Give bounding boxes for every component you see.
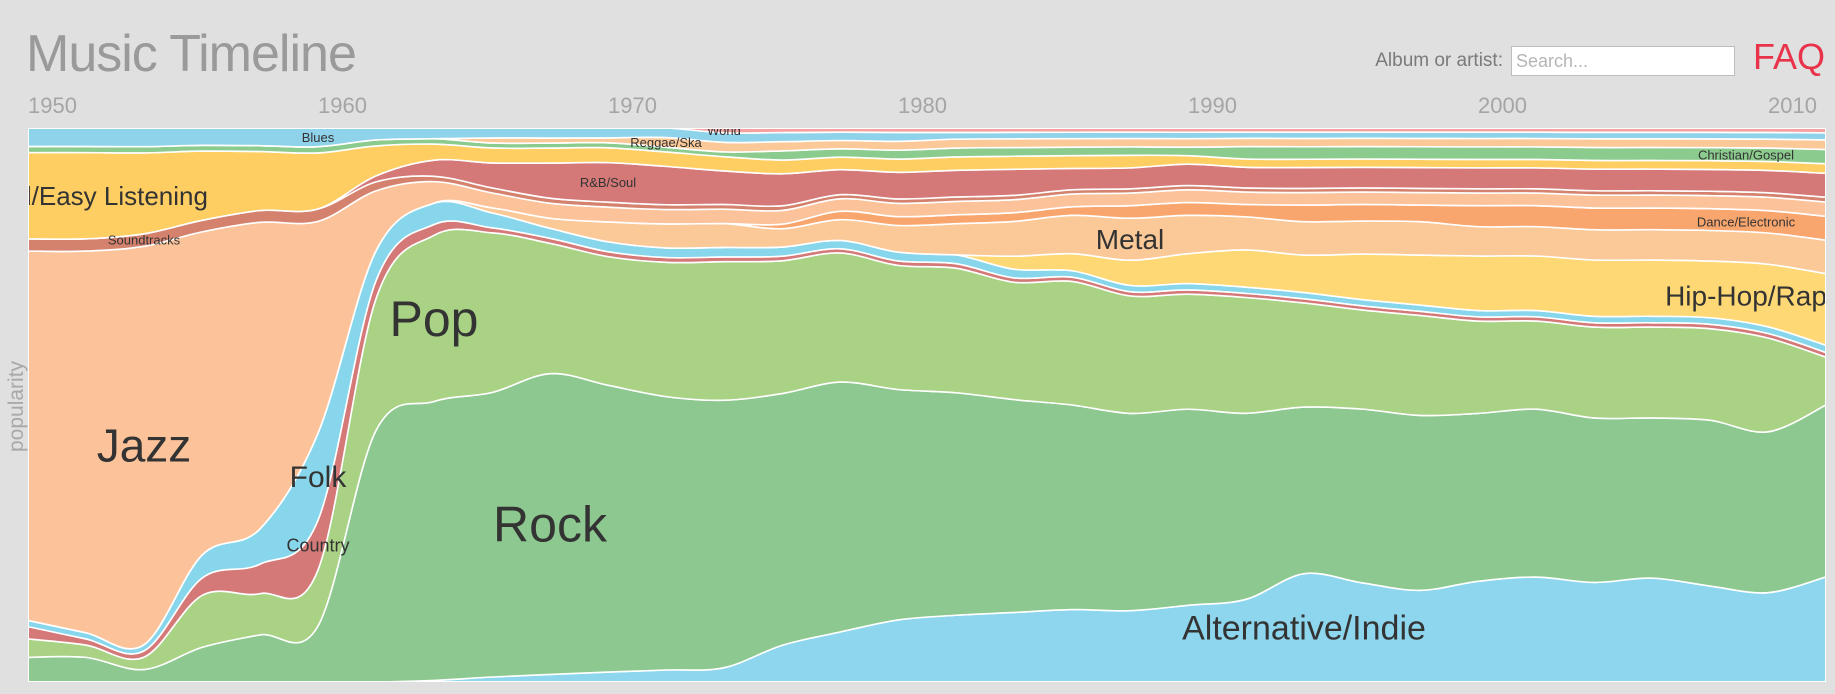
series-label: Rock	[493, 497, 608, 553]
series-label: Soundtracks	[108, 233, 181, 248]
series-label: Blues	[302, 130, 335, 145]
stream-layer-world[interactable]	[28, 128, 1826, 134]
series-label: Alternative/Indie	[1182, 610, 1426, 648]
y-axis-label: popularity	[5, 360, 28, 452]
series-label: World	[707, 128, 741, 138]
x-tick-label: 1980	[898, 93, 947, 118]
page-title: Music Timeline	[26, 25, 357, 83]
series-label: Pop	[390, 291, 479, 347]
search-bar: Album or artist:	[1375, 46, 1735, 76]
x-tick-label: 1990	[1188, 93, 1237, 118]
faq-link[interactable]: FAQ	[1752, 36, 1825, 77]
series-label: Christian/Gospel	[1698, 147, 1794, 162]
series-label: Jazz	[97, 420, 192, 472]
search-label: Album or artist:	[1375, 50, 1503, 71]
series-label: Vocal/Easy Listening	[28, 181, 208, 211]
streamgraph-chart: Alternative/Indie Rock Pop Country Folk Hip-H…	[28, 128, 1826, 682]
x-tick-label: 1960	[318, 93, 367, 118]
x-tick-label: 2010	[1768, 93, 1817, 118]
series-label: Dance/Electronic	[1697, 214, 1796, 229]
x-tick-label: 2000	[1478, 93, 1527, 118]
series-label: R&B/Soul	[580, 175, 636, 190]
series-label: Country	[286, 535, 349, 555]
chart-frame	[28, 128, 1826, 682]
series-label: Reggae/Ska	[630, 135, 702, 150]
x-tick-label: 1970	[608, 93, 657, 118]
series-label: Hip-Hop/Rap	[1665, 280, 1826, 311]
series-label: Folk	[290, 461, 348, 494]
x-tick-label: 1950	[28, 93, 77, 118]
search-input[interactable]	[1511, 46, 1735, 76]
series-label: Metal	[1096, 224, 1164, 255]
